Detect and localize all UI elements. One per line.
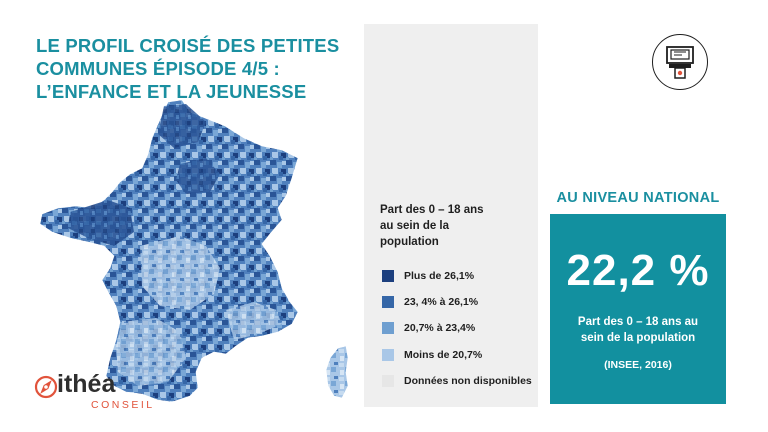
france-choropleth-map	[39, 99, 349, 403]
legend-label: 23, 4% à 26,1%	[404, 296, 479, 308]
national-description-line-1: Part des 0 – 18 ans au	[577, 316, 699, 328]
logo-subtitle: CONSEIL	[91, 399, 155, 411]
national-value-card: 22,2 % Part des 0 – 18 ans au sein de la…	[550, 214, 726, 404]
legend-title: Part des 0 – 18 ans au sein de la popula…	[380, 202, 530, 250]
national-source: (INSEE, 2016)	[604, 359, 672, 371]
national-description-line-2: sein de la population	[580, 332, 696, 344]
title-line-1: LE PROFIL CROISÉ DES PETITES	[36, 35, 340, 56]
legend-item-23-26: 23, 4% à 26,1%	[382, 295, 478, 309]
corsica	[325, 345, 349, 399]
light-zone-southeast	[226, 302, 282, 340]
light-zone-southwest	[116, 318, 186, 386]
legend-swatch	[382, 296, 394, 308]
legend-item-under-20: Moins de 20,7%	[382, 348, 482, 362]
national-level-label: AU NIVEAU NATIONAL	[556, 190, 720, 206]
legend-label: Plus de 26,1%	[404, 270, 475, 282]
title-line-3: L’ENFANCE ET LA JEUNESSE	[36, 81, 307, 102]
legend-label: Moins de 20,7%	[404, 349, 483, 361]
national-description: Part des 0 – 18 ans au sein de la popula…	[564, 314, 712, 346]
national-value: 22,2 %	[566, 246, 710, 295]
logo-name: ithéa	[57, 370, 116, 398]
theme-icon-circle	[652, 34, 708, 90]
legend-swatch	[382, 375, 394, 387]
legend-label: 20,7% à 23,4%	[404, 322, 476, 334]
light-zone-centre	[140, 236, 220, 310]
legend-swatch	[382, 349, 394, 361]
compass-icon	[34, 375, 58, 399]
title-line-2: COMMUNES ÉPISODE 4/5 :	[36, 58, 280, 79]
dark-zone-north	[158, 104, 206, 148]
legend-label: Données non disponibles	[404, 375, 532, 387]
legend-item-over-26: Plus de 26,1%	[382, 269, 474, 283]
legend-swatch	[382, 270, 394, 282]
ithea-logo: ithéa CONSEIL	[33, 366, 163, 416]
dark-zone-west	[68, 200, 134, 246]
dark-zone-paris	[176, 158, 220, 194]
legend-item-no-data: Données non disponibles	[382, 374, 532, 388]
page-title: LE PROFIL CROISÉ DES PETITES COMMUNES ÉP…	[36, 34, 346, 103]
legend-title-line-2: au sein de la	[380, 220, 450, 232]
legend-title-line-1: Part des 0 – 18 ans	[380, 204, 484, 216]
legend-title-line-3: population	[380, 236, 439, 248]
legend-panel: Part des 0 – 18 ans au sein de la popula…	[364, 24, 538, 407]
legend-item-20-23: 20,7% à 23,4%	[382, 321, 475, 335]
legend-swatch	[382, 322, 394, 334]
atm-machine-icon	[665, 45, 694, 79]
